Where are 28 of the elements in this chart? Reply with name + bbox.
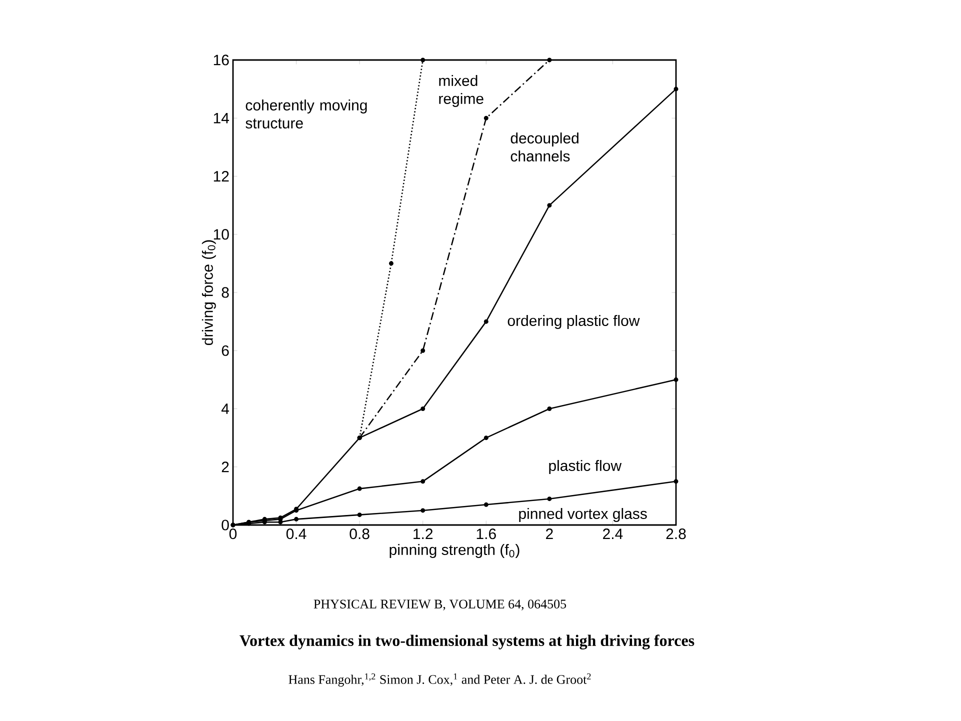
y-tick-label: 14: [214, 112, 230, 124]
y-tick-label: 8: [222, 287, 229, 298]
x-tick-label: 0: [229, 528, 237, 540]
x-tick-label: 0.4: [286, 528, 306, 540]
x-tick-label: 0.8: [350, 528, 370, 540]
x-tick-label: 1.2: [414, 528, 433, 540]
y-tick-label: 2: [222, 462, 229, 472]
annotation: pinned vortex glass: [519, 508, 647, 522]
text: PHYSICAL REVIEW B, VOLUME 64, 064505: [314, 600, 566, 610]
text: Vortex dynamics in two-dimensional systems at high driving forces: [240, 634, 694, 650]
y-tick-label: 12: [214, 171, 229, 182]
x-tick-label: 2.4: [603, 528, 623, 540]
y-tick-label: 16: [214, 54, 229, 66]
x-tick-label: 1.6: [476, 528, 496, 540]
y-tick-label: 4: [221, 404, 230, 414]
y-axis-title: driving force (f$_{0}$): [202, 240, 216, 346]
text: Hans Fangohr,$^{1,2}$ Simon J. Cox,$^{1}$ and Peter A. J. de Groot$^{2}$: [288, 673, 591, 687]
annotation: coherently moving structure: [246, 99, 367, 128]
y-tick-label: 0: [222, 520, 229, 530]
x-tick-label: 2.8: [666, 528, 686, 540]
y-tick-label: 10: [214, 229, 229, 240]
annotation: plastic flow: [549, 460, 622, 474]
x-tick-label: 2: [546, 528, 553, 540]
annotation: ordering plastic flow: [508, 315, 640, 329]
annotation: mixed regime: [439, 75, 484, 107]
y-tick-label: 6: [222, 345, 229, 356]
annotation: decoupled channels: [510, 132, 578, 162]
x-axis-title: pinning strength (f$_{0}$): [390, 544, 520, 558]
